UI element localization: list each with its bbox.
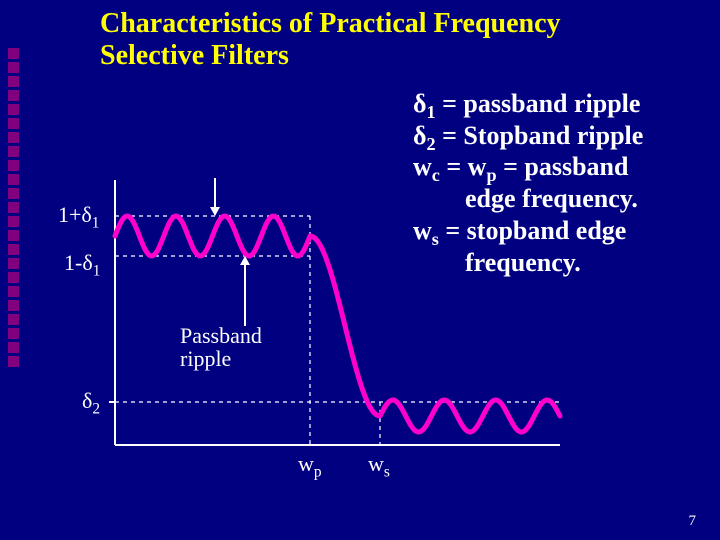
slide-root: Characteristics of Practical Frequency S… (0, 0, 720, 540)
filter-response-chart (0, 0, 720, 540)
page-number: 7 (689, 513, 697, 530)
